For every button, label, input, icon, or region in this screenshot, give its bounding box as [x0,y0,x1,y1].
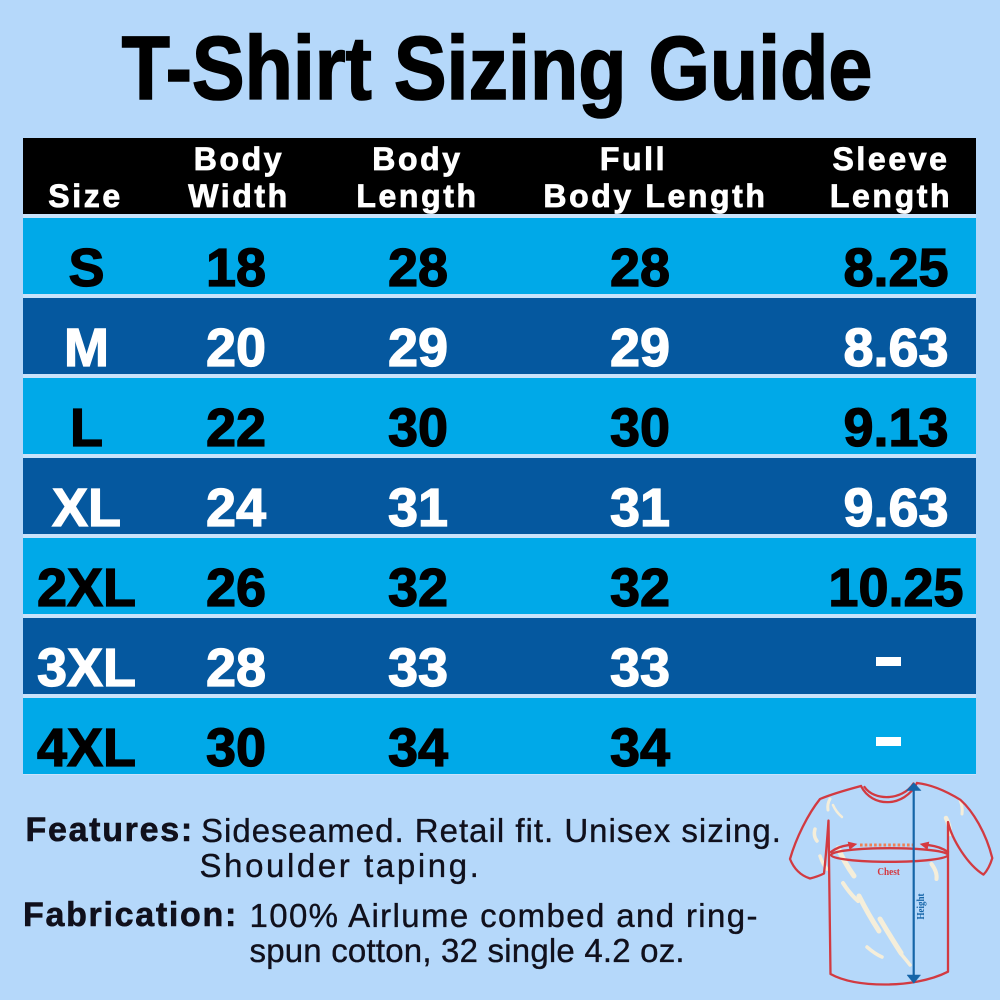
svg-text:Chest: Chest [877,866,900,878]
svg-text:Height: Height [916,893,927,919]
